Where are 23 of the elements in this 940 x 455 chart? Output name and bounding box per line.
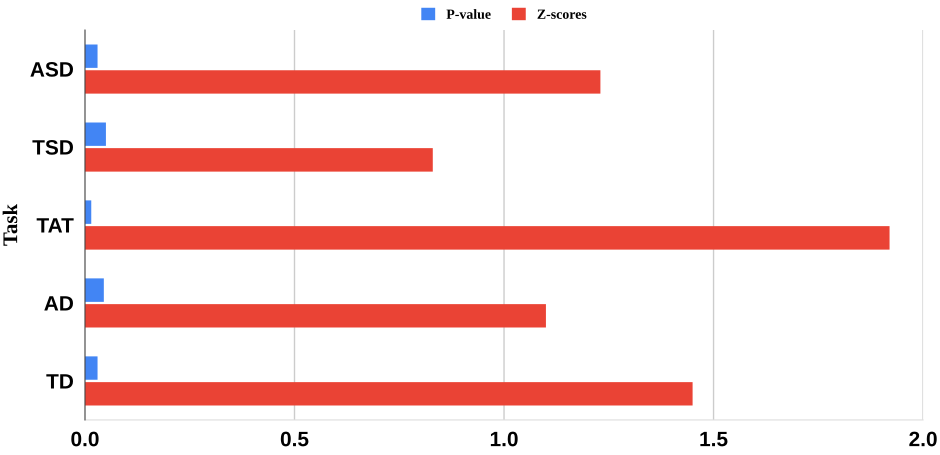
y-tick-label: TD bbox=[46, 374, 73, 389]
y-axis-title: Task bbox=[2, 204, 18, 246]
bar bbox=[84, 122, 106, 146]
x-tick-label: 1.0 bbox=[490, 432, 518, 446]
bar bbox=[84, 44, 98, 68]
x-tick-label: 0.5 bbox=[280, 432, 308, 446]
y-tick-label: AD bbox=[44, 296, 73, 311]
legend-label: P-value bbox=[446, 9, 491, 19]
legend-label: Z-scores bbox=[538, 10, 586, 19]
y-tick-label: ASD bbox=[30, 62, 73, 77]
bar bbox=[84, 148, 433, 172]
bar bbox=[84, 304, 546, 328]
x-tick-label: 1.5 bbox=[700, 432, 728, 446]
bar bbox=[84, 356, 98, 380]
y-tick-label: TAT bbox=[36, 218, 74, 233]
bar bbox=[84, 226, 890, 250]
bar bbox=[84, 200, 92, 224]
bar bbox=[84, 70, 600, 94]
x-tick-label: 0.0 bbox=[71, 432, 99, 446]
y-tick-label: TSD bbox=[32, 140, 73, 155]
x-tick-label: 2.0 bbox=[909, 432, 937, 446]
bar bbox=[84, 278, 104, 302]
bar bbox=[84, 382, 693, 406]
